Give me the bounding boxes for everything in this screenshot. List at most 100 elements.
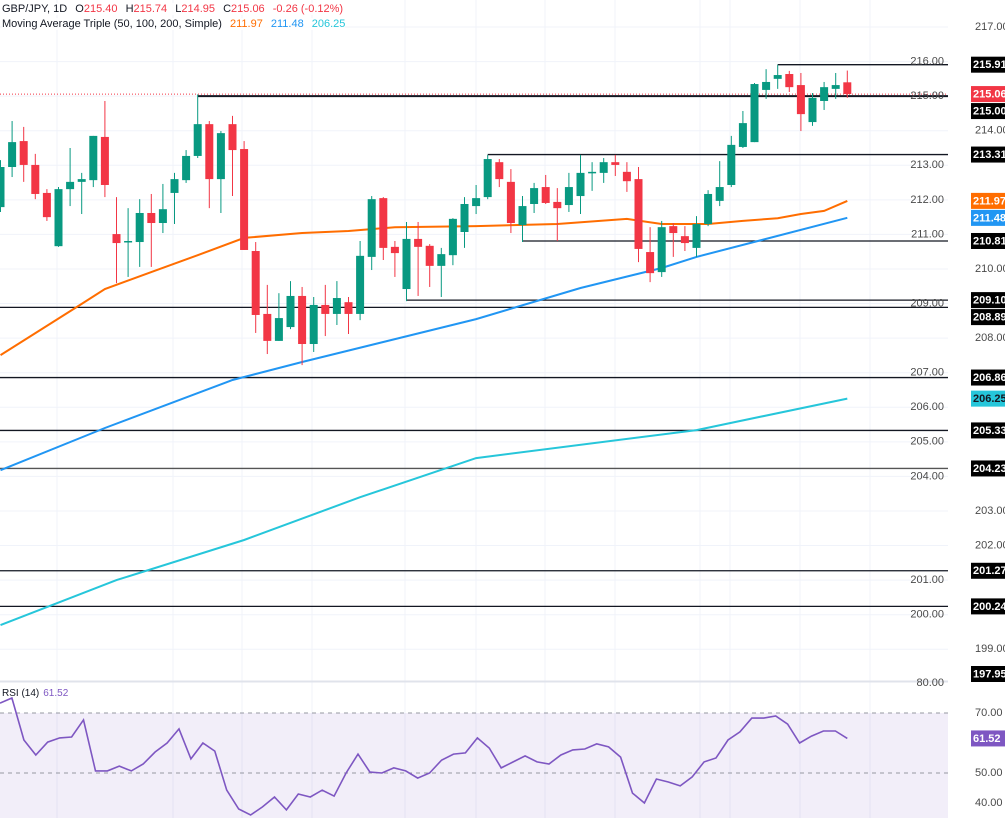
candle-body <box>77 179 86 182</box>
candle <box>564 172 573 212</box>
level-label-bg <box>971 232 1005 249</box>
candle <box>669 223 678 257</box>
level-label: 213.31 <box>971 146 1005 163</box>
price-tick-label: 203.00 <box>975 505 1005 517</box>
candle <box>182 150 191 183</box>
candle-body <box>704 193 713 225</box>
rsi-tick-label: 40.00 <box>975 797 1003 809</box>
ma-line-ma50 <box>0 199 848 356</box>
candle-body <box>785 74 794 88</box>
candle-body <box>518 206 527 226</box>
low-value: 214.95 <box>181 3 216 15</box>
level-label-bg <box>971 460 1005 477</box>
candle <box>437 247 446 297</box>
candle-body <box>298 295 307 345</box>
candle <box>622 162 631 192</box>
candle <box>541 174 550 204</box>
ma-label-ma100-text: 211.48 <box>973 212 1005 224</box>
candle-body <box>89 135 98 181</box>
price-tick-label: 217.00 <box>975 21 1005 33</box>
level-label: 201.27 <box>971 562 1005 579</box>
level-label-text: 208.89 <box>973 312 1005 324</box>
price-tick-label: 213.00 <box>910 159 944 171</box>
last-price-label-bg <box>971 86 1005 103</box>
candle <box>100 100 109 198</box>
level-label-text: 210.81 <box>973 235 1005 247</box>
level-label: 215.91 <box>971 56 1005 73</box>
candle <box>762 69 771 99</box>
low-label: L <box>175 3 182 15</box>
level-label: 200.24 <box>971 598 1005 615</box>
candle-body <box>31 164 40 194</box>
candle-body <box>750 84 759 143</box>
ma-label-ma200-bg <box>971 390 1005 407</box>
candle <box>298 286 307 366</box>
candle-body <box>530 188 539 204</box>
ma-label-ma50: 211.97 <box>971 192 1005 209</box>
level-label-text: 215.91 <box>973 59 1005 71</box>
candle <box>727 135 736 188</box>
candle-body <box>773 75 782 79</box>
ma-label-ma50-bg <box>971 192 1005 209</box>
ma-legend[interactable]: Moving Average Triple (50, 100, 200, Sim… <box>2 18 346 30</box>
price-tick-label: 204.00 <box>910 470 944 482</box>
ma-line-ma100 <box>0 216 848 472</box>
candle <box>518 196 527 243</box>
candle-body <box>112 234 121 244</box>
level-label: 205.33 <box>971 422 1005 439</box>
candle <box>8 121 17 178</box>
candle <box>42 189 51 221</box>
candle <box>89 135 98 188</box>
candle-body <box>205 124 214 180</box>
level-label-text: 213.31 <box>973 149 1005 161</box>
price-tick-label: 212.00 <box>910 194 944 206</box>
candle-body <box>228 124 237 151</box>
candle-body <box>460 203 469 233</box>
rsi-last-label: 61.52 <box>971 730 1005 747</box>
price-tick-label: 216.00 <box>910 55 944 67</box>
level-label-bg <box>971 422 1005 439</box>
price-tick-label: 215.00 <box>910 90 944 102</box>
rsi-band-fill <box>0 713 948 818</box>
symbol-label: GBP/JPY, 1D <box>2 3 68 15</box>
candle-body <box>622 171 631 182</box>
candle-body <box>356 255 365 314</box>
moving-averages <box>0 199 848 627</box>
candle-body <box>692 224 701 248</box>
high-label: H <box>125 3 134 15</box>
level-label: 204.23 <box>971 460 1005 477</box>
level-label-text: 205.33 <box>973 425 1005 437</box>
candle <box>135 199 144 267</box>
rsi-tick-label: 50.00 <box>975 767 1003 779</box>
candle <box>715 161 724 207</box>
candle <box>193 94 202 159</box>
price-tick-label: 200.00 <box>910 609 944 621</box>
rsi-value: 61.52 <box>43 688 69 699</box>
candle-body <box>576 172 585 197</box>
rsi-tick-label: 70.00 <box>975 707 1003 719</box>
level-label: 206.86 <box>971 369 1005 386</box>
price-tick-label: 207.00 <box>910 367 944 379</box>
rsi-legend[interactable]: RSI (14) 61.52 <box>2 688 68 699</box>
candle <box>321 284 330 337</box>
candle <box>356 240 365 321</box>
candle <box>738 111 747 148</box>
level-label-bg <box>971 146 1005 163</box>
candle-body <box>0 167 5 208</box>
price-axis[interactable]: 217.00 216.00 215.00 214.00 213.00 212.00 211.… <box>910 0 1005 818</box>
price-tick-label: 202.00 <box>975 539 1005 551</box>
candle-body <box>182 155 191 181</box>
candle <box>448 218 457 266</box>
candle <box>228 115 237 197</box>
horizontal-levels[interactable] <box>0 64 948 608</box>
candle-body <box>274 318 283 341</box>
ma-label-ma200-text: 206.25 <box>973 393 1005 405</box>
level-label-text: 204.23 <box>973 463 1005 475</box>
candle-body <box>727 144 736 185</box>
candle-body <box>564 187 573 206</box>
close-value: 215.06 <box>231 3 265 15</box>
symbol-legend[interactable]: GBP/JPY, 1D O215.40 H215.74 L214.95 C215… <box>2 3 344 15</box>
candle-body <box>135 212 144 243</box>
candle-body <box>66 181 75 190</box>
